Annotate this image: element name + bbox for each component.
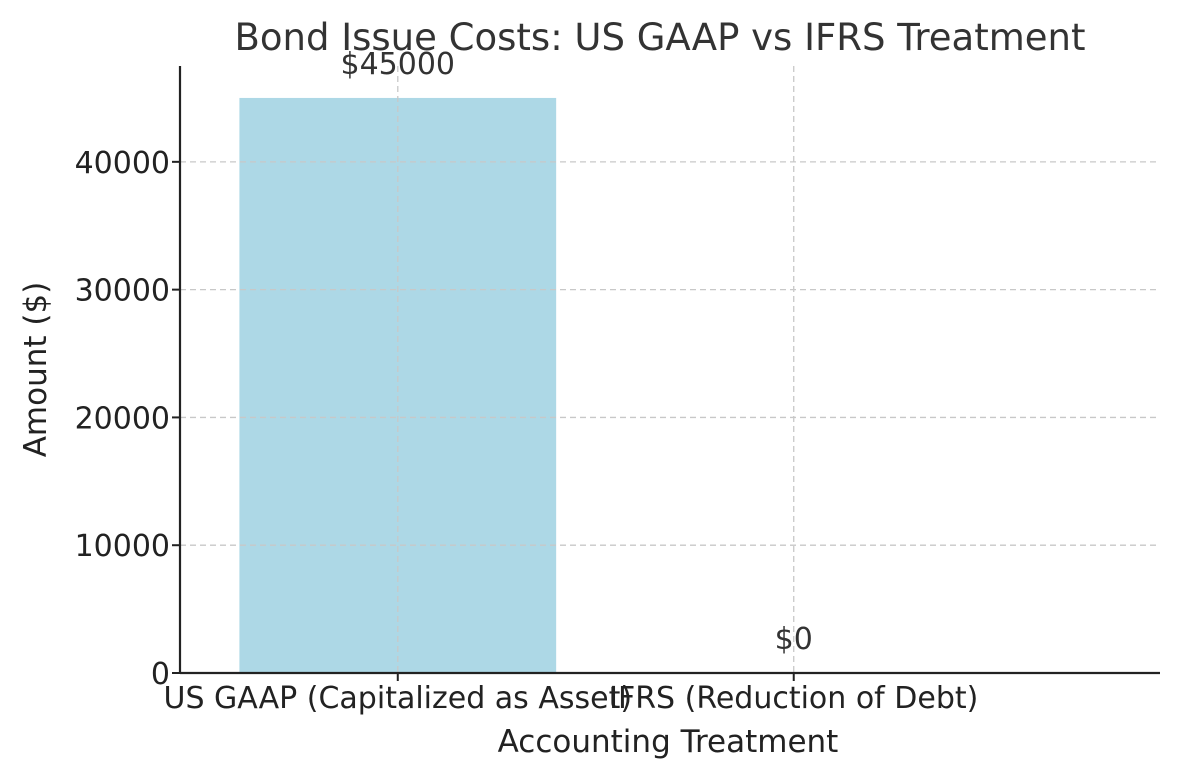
y-tick-label-3: 30000 [75,274,170,309]
data-label-0: $45000 [341,47,456,82]
axes [178,66,1160,675]
chart-title: Bond Issue Costs: US GAAP vs IFRS Treatm… [235,16,1086,59]
x-axis-label: Accounting Treatment [498,724,839,760]
y-axis-label: Amount ($) [18,282,54,458]
y-tick-label-1: 10000 [75,529,170,564]
x-tick-label-0: US GAAP (Capitalized as Asset) [163,681,632,716]
y-ticks: 0 10000 20000 30000 40000 [75,146,180,692]
data-labels: $45000 $0 [341,47,813,657]
y-tick-label-2: 20000 [75,401,170,436]
gridlines-overlay [180,66,1160,673]
x-ticks: US GAAP (Capitalized as Asset)IFRS (Redu… [163,673,978,716]
x-tick-label-1: IFRS (Reduction of Debt) [609,681,978,716]
y-tick-label-0: 0 [151,657,170,692]
data-label-1: $0 [775,622,813,657]
y-tick-label-4: 40000 [75,146,170,181]
